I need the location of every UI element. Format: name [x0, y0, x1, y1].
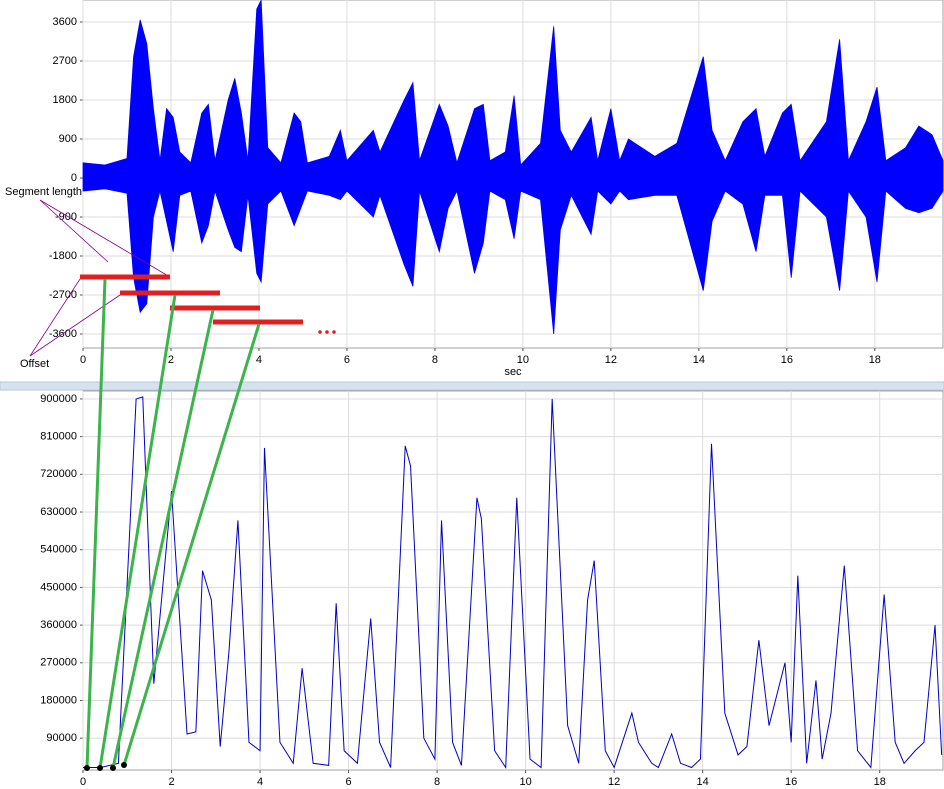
signal-envelope [82, 177, 944, 335]
annotation: Offset [20, 358, 49, 370]
x-tick-label: 10 [517, 354, 529, 366]
x-tick-label: 16 [781, 354, 793, 366]
plot: 90000 180000 270000 360000 450000 540000 63000… [40, 390, 944, 788]
ellipsis-dot [325, 330, 329, 334]
x-tick-label: 6 [344, 354, 350, 366]
leader-line [39, 199, 171, 278]
x-tick-label: 18 [869, 354, 881, 366]
x-tick-label: 14 [693, 354, 705, 366]
y-tick-label: 720000 [40, 468, 77, 480]
x-tick-label: 2 [168, 354, 174, 366]
x-tick-label: 12 [608, 776, 620, 788]
leader-line [39, 199, 109, 263]
y-tick-label: 630000 [40, 506, 77, 518]
y-tick-label: 900 [59, 133, 77, 145]
ellipsis-dot [332, 330, 336, 334]
mapping-line [111, 309, 215, 769]
mapping-dot [121, 762, 127, 768]
y-tick-label: 270000 [40, 657, 77, 669]
y-tick-label: 360000 [40, 619, 77, 631]
y-tick-label: 540000 [40, 544, 77, 556]
y-tick-label: 810000 [40, 431, 77, 443]
x-tick-label: 10 [519, 776, 531, 788]
y-tick-label: 3600 [53, 16, 77, 28]
y-tick-label: -900 [55, 211, 77, 223]
y-tick-label: 900000 [40, 393, 77, 405]
splitter[interactable] [0, 381, 944, 391]
mapping-dot [110, 765, 116, 771]
ellipsis-dot [318, 330, 322, 334]
x-tick-label: 6 [346, 776, 352, 788]
x-tick-label: 2 [168, 776, 174, 788]
x-tick-label: 8 [432, 354, 438, 366]
y-tick-label: -1800 [49, 250, 77, 262]
mapping-line [122, 323, 261, 766]
x-tick-label: 14 [697, 776, 709, 788]
x-tick-label: 4 [257, 776, 263, 788]
y-tick-label: 90000 [46, 732, 77, 744]
x-tick-label: 16 [785, 776, 797, 788]
signal-envelope [82, 0, 944, 179]
mapping-line [85, 278, 107, 769]
y-tick-label: 180000 [40, 694, 77, 706]
energy-line [83, 396, 943, 770]
x-tick-label: 4 [256, 354, 262, 366]
mapping-dot [97, 765, 103, 771]
annotation: Segment length [5, 186, 82, 198]
x-tick-label: 0 [80, 354, 86, 366]
annotations: Segment length Offset [5, 186, 336, 771]
x-axis-label: sec [504, 366, 522, 378]
y-tick-label: 2700 [53, 55, 77, 67]
mapping-dot [84, 765, 90, 771]
plots: -3600-2700-1800-900090018002700360002468… [40, 0, 944, 788]
plot: -3600-2700-1800-900090018002700360002468… [49, 0, 944, 378]
y-tick-label: 450000 [40, 581, 77, 593]
mapping-line [98, 294, 177, 769]
x-tick-label: 18 [874, 776, 886, 788]
y-tick-label: 1800 [53, 94, 77, 106]
x-tick-label: 8 [434, 776, 440, 788]
x-tick-label: 12 [605, 354, 617, 366]
y-tick-label: -2700 [49, 289, 77, 301]
leader-line [29, 278, 81, 357]
x-tick-label: 0 [80, 776, 86, 788]
y-tick-label: 0 [71, 172, 77, 184]
